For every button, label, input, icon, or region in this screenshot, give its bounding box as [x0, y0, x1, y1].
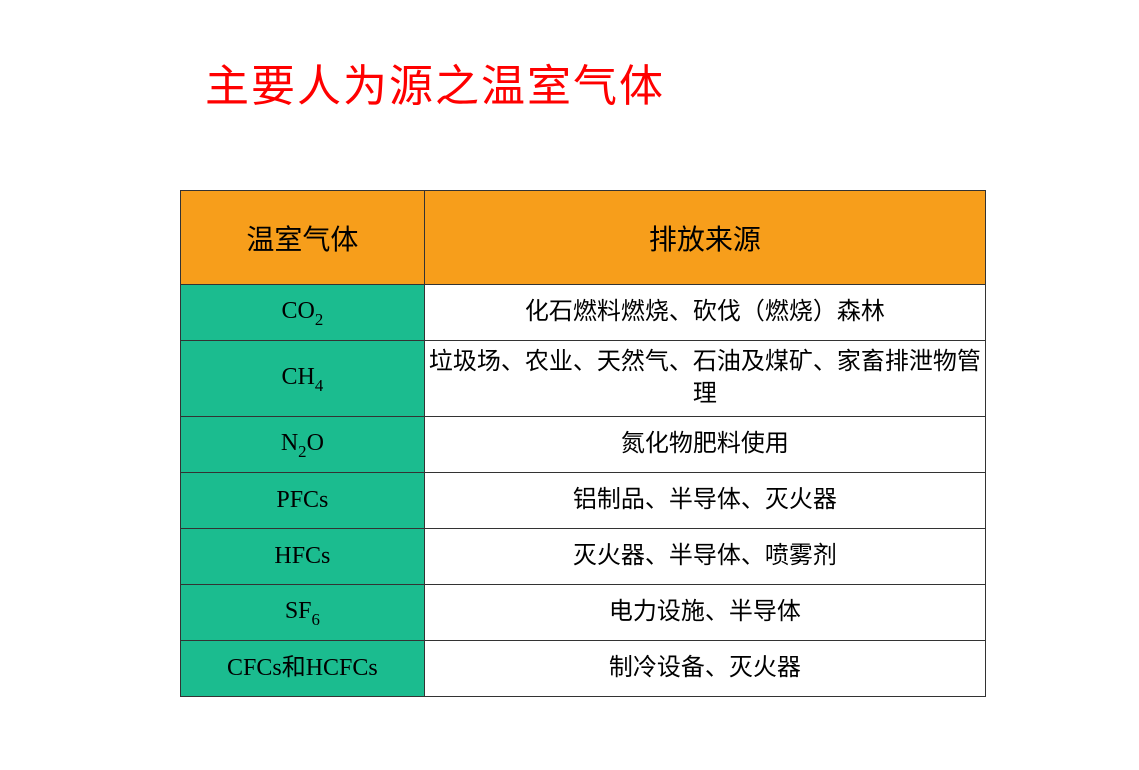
header-gas: 温室气体	[181, 191, 425, 285]
table-row: CFCs和HCFCs制冷设备、灭火器	[181, 641, 986, 697]
cell-source: 化石燃料燃烧、砍伐（燃烧）森林	[424, 285, 985, 341]
header-source: 排放来源	[424, 191, 985, 285]
cell-source: 氮化物肥料使用	[424, 417, 985, 473]
table-row: HFCs灭火器、半导体、喷雾剂	[181, 529, 986, 585]
cell-gas: CH4	[181, 341, 425, 417]
greenhouse-gas-table-wrapper: 温室气体 排放来源 CO2化石燃料燃烧、砍伐（燃烧）森林CH4垃圾场、农业、天然…	[180, 190, 986, 697]
slide-title: 主要人为源之温室气体	[205, 50, 665, 114]
cell-gas: HFCs	[181, 529, 425, 585]
table-row: CH4垃圾场、农业、天然气、石油及煤矿、家畜排泄物管理	[181, 341, 986, 417]
cell-source: 制冷设备、灭火器	[424, 641, 985, 697]
cell-gas: N2O	[181, 417, 425, 473]
cell-source: 铝制品、半导体、灭火器	[424, 473, 985, 529]
table-row: PFCs铝制品、半导体、灭火器	[181, 473, 986, 529]
table-row: N2O氮化物肥料使用	[181, 417, 986, 473]
greenhouse-gas-table: 温室气体 排放来源 CO2化石燃料燃烧、砍伐（燃烧）森林CH4垃圾场、农业、天然…	[180, 190, 986, 697]
cell-gas: CFCs和HCFCs	[181, 641, 425, 697]
cell-gas: CO2	[181, 285, 425, 341]
cell-gas: SF6	[181, 585, 425, 641]
cell-source: 灭火器、半导体、喷雾剂	[424, 529, 985, 585]
cell-source: 垃圾场、农业、天然气、石油及煤矿、家畜排泄物管理	[424, 341, 985, 417]
table-row: SF6电力设施、半导体	[181, 585, 986, 641]
cell-gas: PFCs	[181, 473, 425, 529]
cell-source: 电力设施、半导体	[424, 585, 985, 641]
table-row: CO2化石燃料燃烧、砍伐（燃烧）森林	[181, 285, 986, 341]
table-body: CO2化石燃料燃烧、砍伐（燃烧）森林CH4垃圾场、农业、天然气、石油及煤矿、家畜…	[181, 285, 986, 697]
table-header-row: 温室气体 排放来源	[181, 191, 986, 285]
